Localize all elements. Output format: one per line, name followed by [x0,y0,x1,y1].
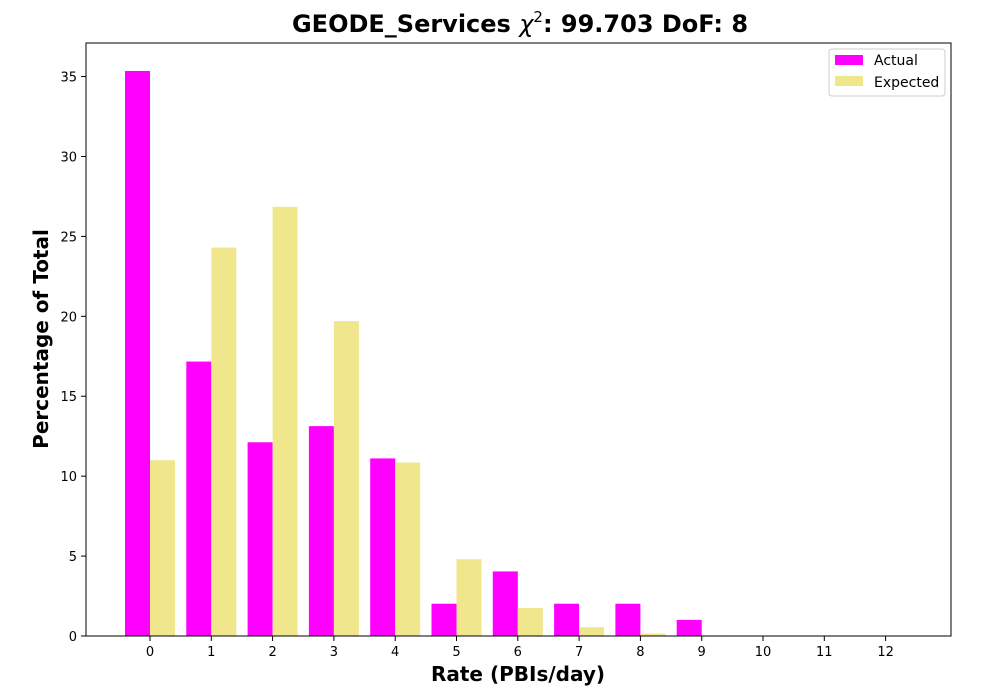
y-tick-label-15: 15 [60,390,77,405]
bar-expected-3 [333,321,359,636]
bar-expected-4 [395,462,421,636]
legend-swatch-expected [835,76,863,86]
chart-title-superscript: 2 [533,8,543,26]
chart-title: GEODE_Services χ2: 99.703 DoF: 8 [292,8,748,38]
y-tick-label-0: 0 [69,630,77,645]
bar-actual-3 [308,426,334,636]
bar-actual-5 [431,603,457,636]
legend: Actual Expected [828,48,946,97]
x-tick-label-8: 8 [636,645,644,660]
bar-actual-6 [492,571,518,636]
bar-actual-9 [676,619,702,636]
y-tick-label-5: 5 [69,550,77,565]
x-tick-label-10: 10 [755,645,772,660]
legend-label-actual: Actual [874,53,918,69]
chart-title-main: GEODE_Services [292,10,519,38]
x-tick-label-9: 9 [698,645,706,660]
x-ticks: 0 1 2 3 4 5 6 7 8 9 10 11 12 [146,636,894,660]
y-tick-label-30: 30 [60,150,77,165]
y-tick-label-35: 35 [60,71,77,86]
bars-layer [125,70,788,637]
legend-label-expected: Expected [874,75,939,91]
chart-title-rest: : 99.703 DoF: 8 [543,10,748,38]
bar-actual-8 [615,603,641,636]
x-tick-label-7: 7 [575,645,583,660]
bar-actual-4 [370,458,396,636]
x-tick-label-6: 6 [514,645,522,660]
y-ticks: 0 5 10 15 20 25 30 35 [60,71,86,645]
x-tick-label-12: 12 [877,645,894,660]
bar-expected-2 [272,206,298,636]
bar-expected-5 [456,559,482,636]
bar-expected-1 [211,247,237,636]
bar-expected-8 [640,633,666,636]
x-tick-label-0: 0 [146,645,154,660]
legend-swatch-actual [835,55,863,65]
bar-actual-2 [247,442,273,636]
bar-expected-0 [150,460,175,636]
x-tick-label-1: 1 [207,645,215,660]
bar-actual-7 [554,603,580,636]
bar-expected-6 [517,608,543,636]
x-tick-label-2: 2 [268,645,276,660]
bar-expected-7 [579,627,605,636]
plot-frame [85,42,952,637]
bar-actual-1 [186,361,212,636]
x-tick-label-5: 5 [452,645,460,660]
y-tick-label-10: 10 [60,470,77,485]
bar-actual-0 [125,70,150,637]
y-axis-label: Percentage of Total [29,229,53,449]
y-tick-label-25: 25 [60,230,77,245]
x-axis-label: Rate (PBIs/day) [431,662,605,686]
y-tick-label-20: 20 [60,310,77,325]
chart-title-chi: χ [517,10,534,38]
x-tick-label-4: 4 [391,645,399,660]
x-tick-label-3: 3 [330,645,338,660]
x-tick-label-11: 11 [816,645,833,660]
